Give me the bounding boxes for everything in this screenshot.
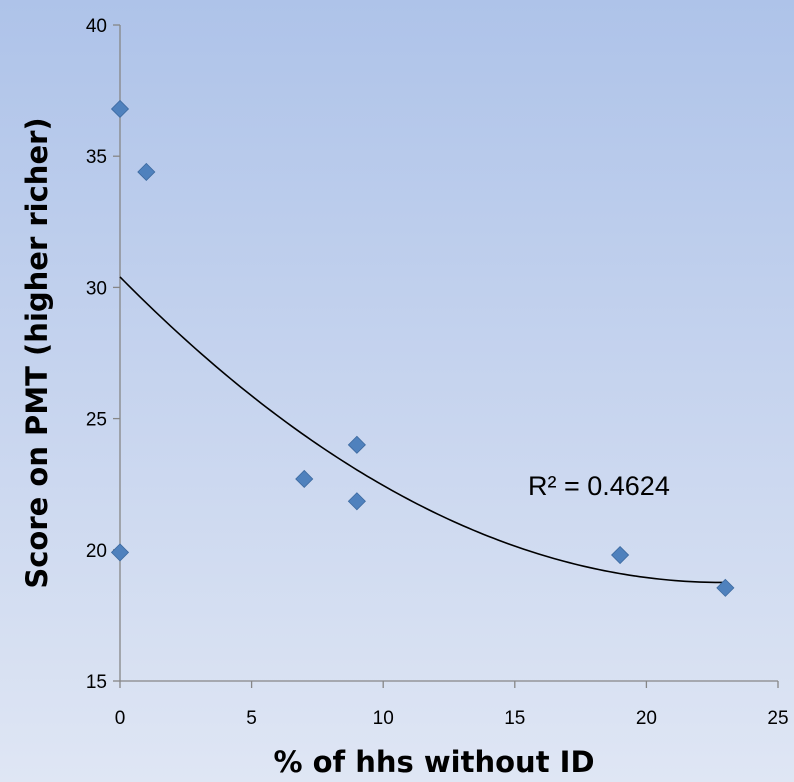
tick-labels: 15 20 25 30 35 40 0 5 10 15 20 25	[86, 16, 789, 729]
data-point	[110, 543, 130, 562]
r-squared-annotation: R² = 0.4624	[528, 471, 670, 501]
y-tick-label: 15	[86, 672, 107, 693]
x-tick-label: 5	[246, 708, 257, 729]
y-tick-label: 40	[86, 16, 107, 37]
x-axis-title: % of hhs without ID	[273, 745, 594, 779]
data-point	[716, 578, 735, 597]
y-tick-label: 35	[86, 147, 107, 168]
y-tick-label: 25	[86, 410, 107, 431]
y-tick-label: 30	[86, 278, 107, 299]
data-point	[347, 435, 366, 454]
x-tick-label: 25	[767, 708, 788, 729]
x-tick-label: 20	[636, 708, 657, 729]
trendline	[119, 276, 726, 584]
axes	[113, 24, 779, 688]
y-tick-label: 20	[86, 541, 107, 562]
x-tick-label: 10	[373, 708, 394, 729]
data-points	[110, 99, 735, 597]
data-point	[347, 492, 366, 511]
data-point	[137, 162, 156, 182]
data-point	[110, 99, 130, 119]
y-axis-title: Score on PMT (higher richer)	[20, 117, 54, 588]
data-point	[295, 469, 314, 489]
x-tick-label: 0	[115, 708, 126, 729]
data-point	[611, 545, 630, 565]
x-tick-label: 15	[504, 708, 525, 729]
